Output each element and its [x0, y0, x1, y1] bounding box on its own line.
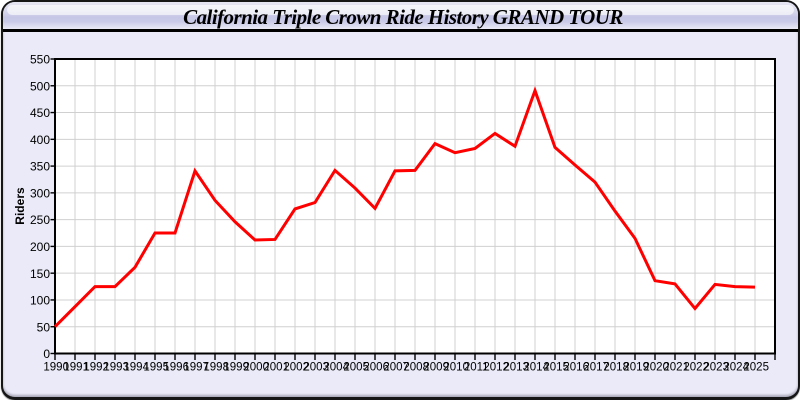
svg-text:2007: 2007 — [383, 361, 409, 373]
svg-text:2017: 2017 — [583, 361, 609, 373]
svg-text:1994: 1994 — [123, 361, 149, 373]
svg-text:0: 0 — [43, 347, 50, 361]
svg-text:1998: 1998 — [203, 361, 229, 373]
svg-text:250: 250 — [30, 213, 50, 227]
svg-text:2012: 2012 — [483, 361, 509, 373]
svg-text:350: 350 — [30, 160, 50, 174]
svg-text:150: 150 — [30, 267, 50, 281]
svg-text:1997: 1997 — [183, 361, 209, 373]
svg-text:400: 400 — [30, 133, 50, 147]
svg-text:2020: 2020 — [643, 361, 669, 373]
svg-text:2021: 2021 — [663, 361, 689, 373]
svg-text:2004: 2004 — [323, 361, 349, 373]
svg-text:1991: 1991 — [63, 361, 89, 373]
svg-text:1992: 1992 — [83, 361, 109, 373]
svg-text:1996: 1996 — [163, 361, 189, 373]
svg-text:2025: 2025 — [743, 361, 769, 373]
svg-text:550: 550 — [30, 53, 50, 67]
svg-text:2006: 2006 — [363, 361, 389, 373]
svg-text:2008: 2008 — [403, 361, 429, 373]
svg-text:2009: 2009 — [423, 361, 449, 373]
svg-text:2011: 2011 — [464, 361, 489, 373]
svg-text:2005: 2005 — [343, 361, 369, 373]
svg-text:1993: 1993 — [103, 361, 129, 373]
svg-text:2023: 2023 — [703, 361, 729, 373]
svg-text:2024: 2024 — [723, 361, 749, 373]
svg-text:2001: 2001 — [263, 361, 289, 373]
svg-text:Riders: Riders — [13, 187, 27, 225]
svg-text:100: 100 — [30, 294, 50, 308]
svg-text:2018: 2018 — [603, 361, 629, 373]
svg-text:2014: 2014 — [523, 361, 549, 373]
svg-text:2013: 2013 — [503, 361, 529, 373]
svg-text:50: 50 — [37, 320, 51, 334]
svg-text:2010: 2010 — [443, 361, 469, 373]
svg-text:2003: 2003 — [303, 361, 329, 373]
svg-text:2000: 2000 — [243, 361, 269, 373]
svg-text:1995: 1995 — [143, 361, 169, 373]
svg-text:2016: 2016 — [563, 361, 589, 373]
svg-text:1990: 1990 — [43, 361, 69, 373]
svg-text:2022: 2022 — [683, 361, 709, 373]
svg-text:500: 500 — [30, 79, 50, 93]
svg-text:300: 300 — [30, 186, 50, 200]
svg-text:1999: 1999 — [223, 361, 249, 373]
svg-text:2002: 2002 — [283, 361, 309, 373]
svg-text:450: 450 — [30, 106, 50, 120]
svg-text:2019: 2019 — [623, 361, 649, 373]
svg-text:2015: 2015 — [543, 361, 569, 373]
svg-text:200: 200 — [30, 240, 50, 254]
